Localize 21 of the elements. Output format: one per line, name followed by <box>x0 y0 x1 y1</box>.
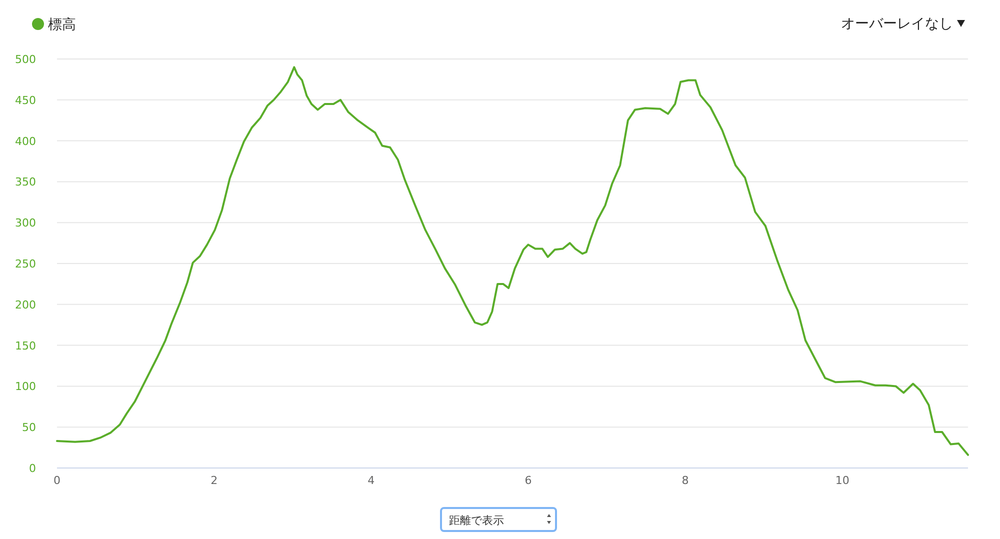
y-tick-label: 0 <box>29 462 36 475</box>
x-tick-label: 2 <box>210 474 218 487</box>
y-tick-label: 400 <box>15 134 36 148</box>
y-tick-label: 100 <box>15 380 36 394</box>
x-tick-label: 0 <box>54 474 60 487</box>
x-tick-label: 10 <box>835 474 850 487</box>
y-tick-label: 350 <box>15 176 36 189</box>
x-tick-label: 8 <box>682 474 689 487</box>
y-tick-label: 300 <box>15 216 36 230</box>
y-tick-label: 250 <box>15 258 36 270</box>
y-tick-label: 450 <box>15 94 36 107</box>
legend-label: 標高 <box>48 17 76 33</box>
x-tick-label: 6 <box>524 474 532 487</box>
y-tick-label: 500 <box>15 53 36 66</box>
distance-select: 距離で表示 <box>440 507 557 532</box>
y-tick-label: 200 <box>15 298 36 312</box>
overlay-control: オーバーレイなし <box>841 16 965 32</box>
y-tick-label: 50 <box>22 421 36 434</box>
legend: 標高 <box>32 17 76 33</box>
x-tick-label: 4 <box>368 474 375 487</box>
y-tick-label: 150 <box>15 339 36 352</box>
